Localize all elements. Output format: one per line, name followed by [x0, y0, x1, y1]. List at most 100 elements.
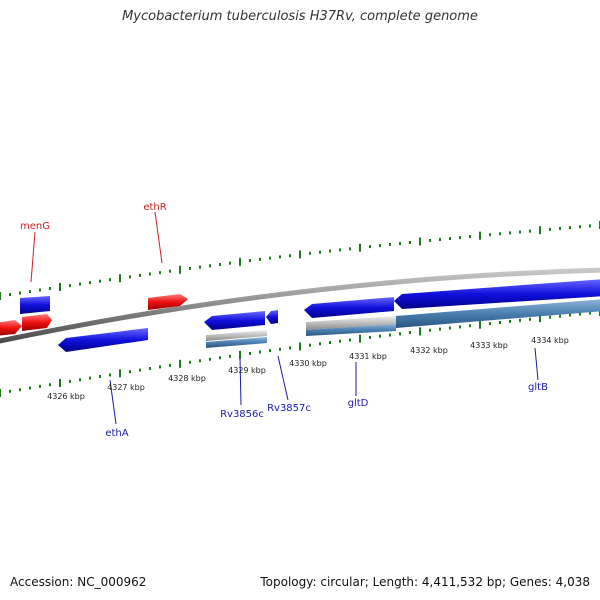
- minor-tick: [469, 235, 471, 239]
- axis-tick-label: 4333 kbp: [470, 341, 508, 350]
- leader-line: [534, 347, 539, 381]
- minor-tick: [99, 279, 101, 283]
- rna-feature: [396, 299, 600, 328]
- gene-label-Rv3857c[interactable]: Rv3857c: [267, 403, 311, 414]
- gene-ethA[interactable]: [58, 328, 148, 352]
- minor-tick: [259, 350, 261, 354]
- minor-tick: [579, 225, 581, 229]
- gene-label-gltD[interactable]: gltD: [348, 398, 369, 409]
- major-tick: [59, 379, 61, 387]
- gene-arrow[interactable]: [20, 296, 50, 314]
- minor-tick: [159, 365, 161, 369]
- major-tick: [0, 389, 1, 397]
- gene-label-gltB[interactable]: gltB: [528, 382, 548, 393]
- gene-arrow[interactable]: [58, 328, 148, 352]
- minor-tick: [489, 233, 491, 237]
- minor-tick: [469, 324, 471, 328]
- minor-tick: [269, 349, 271, 353]
- minor-tick: [159, 271, 161, 275]
- major-tick: [179, 265, 181, 274]
- minor-tick: [89, 281, 91, 285]
- genome-backbone: [0, 267, 600, 344]
- leader-line: [30, 231, 36, 283]
- minor-tick: [379, 244, 381, 248]
- minor-tick: [109, 278, 111, 282]
- major-tick: [119, 369, 121, 378]
- gene-gltB[interactable]: [394, 279, 600, 328]
- minor-tick: [149, 272, 151, 276]
- minor-tick: [209, 264, 211, 268]
- minor-tick: [209, 357, 211, 361]
- axis-tick-label: 4327 kbp: [107, 383, 145, 392]
- minor-tick: [369, 335, 371, 339]
- minor-tick: [559, 227, 561, 230]
- gene-arrow[interactable]: [304, 297, 394, 318]
- gene-arrow[interactable]: [394, 279, 600, 309]
- gene-arrow[interactable]: [0, 320, 22, 336]
- major-tick: [239, 350, 241, 359]
- minor-tick: [249, 259, 251, 263]
- minor-tick: [309, 343, 311, 347]
- minor-tick: [509, 319, 511, 323]
- gene-Rv3856c[interactable]: [204, 311, 267, 348]
- minor-tick: [489, 322, 491, 326]
- minor-tick: [199, 359, 201, 363]
- minor-tick: [39, 288, 41, 292]
- minor-tick: [219, 263, 221, 266]
- minor-tick: [169, 269, 171, 273]
- minor-tick: [9, 389, 11, 393]
- leader-line: [239, 357, 242, 406]
- minor-tick: [279, 255, 281, 259]
- minor-tick: [569, 313, 571, 317]
- axis-tick-label: 4330 kbp: [289, 359, 327, 368]
- gene-arrow[interactable]: [266, 310, 278, 324]
- minor-tick: [529, 229, 531, 233]
- minor-tick: [229, 261, 231, 265]
- minor-tick: [219, 356, 221, 360]
- map-title: Mycobacterium tuberculosis H37Rv, comple…: [122, 9, 478, 24]
- leader-line: [154, 211, 163, 264]
- gene-label-menG[interactable]: menG: [20, 221, 50, 232]
- minor-tick: [589, 311, 591, 315]
- minor-tick: [259, 257, 261, 261]
- gene-ethR[interactable]: [148, 294, 188, 310]
- accession-text: Accession: NC_000962: [10, 575, 147, 589]
- gene-arrow[interactable]: [148, 294, 188, 310]
- minor-tick: [529, 317, 531, 321]
- minor-tick: [279, 347, 281, 351]
- gene-label-ethR[interactable]: ethR: [143, 202, 166, 213]
- gene-gltD[interactable]: [304, 297, 396, 336]
- major-tick: [359, 334, 361, 343]
- minor-tick: [399, 332, 401, 336]
- major-tick: [539, 314, 541, 323]
- minor-tick: [449, 326, 451, 330]
- gene-menG[interactable]: [20, 296, 50, 314]
- minor-tick: [309, 251, 311, 255]
- minor-tick: [169, 363, 171, 367]
- gene-arrow[interactable]: [22, 314, 52, 331]
- major-tick: [359, 243, 361, 252]
- gene-label-ethA[interactable]: ethA: [105, 428, 128, 439]
- pseudo-feature: [206, 330, 267, 341]
- minor-tick: [439, 327, 441, 331]
- minor-tick: [519, 230, 521, 234]
- minor-tick: [339, 339, 341, 343]
- axis-tick-label: 4331 kbp: [349, 352, 387, 361]
- axis-tick-label: 4328 kbp: [168, 374, 206, 383]
- minor-tick: [129, 370, 131, 374]
- minor-tick: [589, 224, 591, 228]
- minor-tick: [129, 275, 131, 279]
- major-tick: [59, 283, 61, 291]
- rna-feature: [206, 337, 267, 348]
- gene-label-Rv3856c[interactable]: Rv3856c: [220, 409, 264, 420]
- minor-tick: [49, 383, 51, 387]
- gene-Rv3857c[interactable]: [266, 310, 278, 324]
- minor-tick: [559, 314, 561, 318]
- gene-arrow[interactable]: [204, 311, 265, 330]
- minor-tick: [409, 241, 411, 244]
- major-tick: [299, 342, 301, 351]
- minor-tick: [569, 226, 571, 230]
- minor-tick: [429, 328, 431, 332]
- major-tick: [479, 320, 481, 329]
